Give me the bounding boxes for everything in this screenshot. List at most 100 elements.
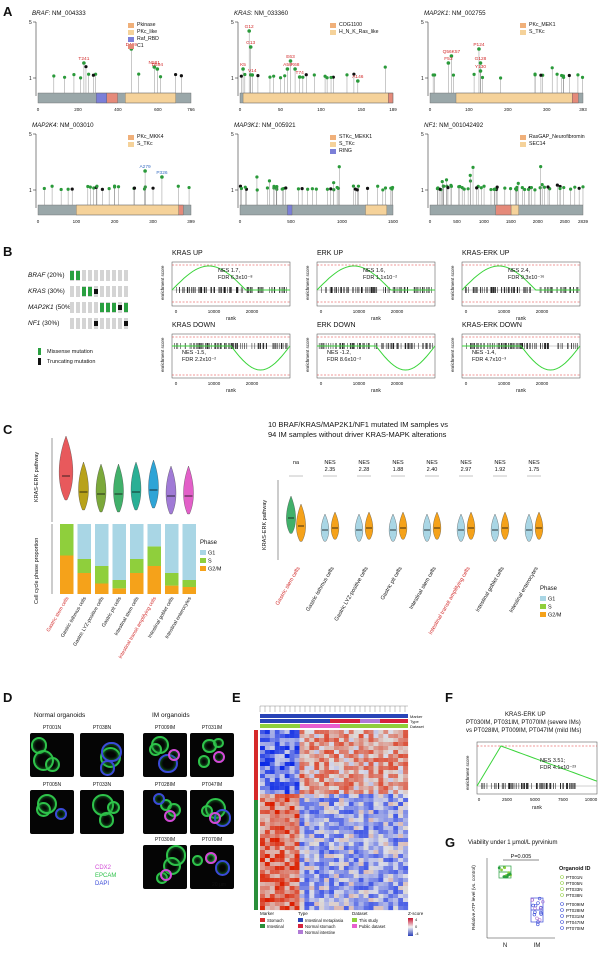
legend-title: Phase [200, 540, 218, 546]
legend-swatch [352, 918, 357, 922]
oncoprint-cell [100, 318, 104, 329]
cell-type-label: Gastric isthmus cells [305, 566, 336, 613]
panel-label-b: B [3, 244, 13, 259]
micrograph: PT047IM [190, 782, 234, 834]
oncoprint-cell [124, 286, 128, 297]
organoid-cell [160, 869, 173, 882]
legend-swatch [330, 135, 336, 140]
dataset-annotation [260, 724, 300, 728]
legend-label: PT033N [566, 887, 583, 892]
fdr-value: FDR 4.1x10⁻²³ [540, 765, 576, 771]
legend-item: S_TKc [128, 141, 164, 148]
gene-title-kras: KRAS: NM_033360 [234, 10, 289, 17]
missense-mark [70, 271, 74, 280]
nes-value: 2.97 [461, 467, 472, 473]
organoid-cell [215, 860, 231, 876]
legend-swatch [330, 142, 336, 147]
oncoprint-cell [82, 318, 86, 329]
nes-value: NES 3.51; [540, 758, 566, 764]
legend-title: Marker [260, 911, 275, 916]
x-tick: 0 [478, 797, 481, 802]
gene-title-braf: BRAF: NM_004333 [32, 10, 86, 17]
micrograph: PT070IM [190, 837, 234, 889]
x-axis-label: rank [226, 388, 236, 394]
legend-label: Raf_RBD [137, 36, 159, 42]
legend-label: Intestinal [267, 924, 284, 929]
truncating-mark [124, 321, 128, 326]
x-tick: 2500 [560, 219, 571, 224]
im-point [532, 912, 537, 917]
bar-segment [165, 585, 179, 594]
y-axis-label: enrichment score [450, 337, 455, 372]
legend-swatch [540, 596, 546, 601]
oncoprint-cell [112, 270, 116, 281]
legend-item: S_TKc [520, 29, 556, 36]
micrograph: PT009IM [143, 725, 187, 777]
mutation-label: F53 [444, 56, 453, 62]
annotation-label: Marker [410, 714, 423, 719]
im-point [537, 896, 542, 901]
x-tick: 300 [149, 219, 157, 224]
im-point [536, 920, 540, 924]
legend-swatch [260, 924, 265, 928]
oncoprint-cell [94, 318, 98, 329]
x-tick-end: 2839 [578, 219, 589, 224]
im-point [533, 910, 537, 914]
y-axis-label: enrichment score [450, 265, 455, 300]
legend-item: SEC14 [520, 141, 585, 148]
cell-type-label: Intestinal enterocytes [509, 566, 540, 614]
bar-segment [147, 566, 161, 594]
x-tick-end: 189 [389, 107, 397, 112]
nes-value: NES 2.4, [508, 268, 531, 274]
n-point [508, 872, 512, 876]
bar-segment [130, 524, 144, 559]
organoid-cell [106, 800, 121, 815]
panel-c-right-title-1: 10 BRAF/KRAS/MAP2K1/NF1 mutated IM sampl… [268, 420, 449, 429]
legend-label: PT001N [566, 875, 583, 880]
stain-label: DAPI [95, 881, 110, 887]
fdr-value: FDR 2.2x10⁻² [182, 357, 217, 363]
legend-label: PT047IM [566, 920, 585, 925]
im-point [531, 903, 535, 908]
zscore-tick: -4 [415, 931, 419, 936]
dataset-annotation [300, 724, 340, 728]
legend-label: PT005N [566, 881, 583, 886]
organoid-cell [98, 812, 115, 828]
violin [490, 513, 500, 542]
im-point [530, 898, 535, 902]
gsea-title: ERK DOWN [317, 322, 356, 329]
x-tick: 0 [239, 219, 242, 224]
x-tick: 20000 [391, 381, 404, 386]
oncoprint-cell [118, 286, 122, 297]
x-tick: 10000 [498, 309, 511, 314]
cell-type-label: Gastric LYZ-positive cells [72, 596, 105, 648]
legend-item: Raf_RBD [128, 36, 159, 43]
x-tick: 500 [287, 219, 295, 224]
organoid-cell [213, 751, 226, 764]
mutation-label: P124 [473, 42, 485, 48]
oncoprint-row: NF1 (30%) [28, 318, 148, 329]
legend-title: Z-score [408, 911, 424, 916]
legend-swatch [520, 135, 526, 140]
y-tick: 5 [421, 20, 424, 26]
x-tick: 2500 [502, 797, 513, 802]
nes-value: NES [460, 460, 472, 466]
mutation-label: P326 [156, 170, 168, 176]
legend-swatch [330, 149, 336, 154]
mutation-label: K5 [240, 62, 246, 68]
nes-annotation: NES 3.51; FDR 4.1x10⁻²³ [540, 758, 576, 772]
legend-label: Normal intestine [305, 930, 336, 935]
violin [500, 511, 510, 540]
nes-value: 2.35 [325, 467, 336, 473]
y-axis-label: KRAS-ERK pathway [262, 500, 268, 550]
bar-segment [112, 580, 126, 589]
legend-missense: Missense mutation [38, 348, 93, 355]
legend-swatch [128, 30, 134, 35]
nes-value: NES -1.2, [327, 350, 351, 356]
annotation-label: Dataset [410, 724, 425, 729]
mutation-label: A146 [352, 74, 364, 80]
nes-value: NES 1.7, [218, 268, 241, 274]
x-tick: 0 [175, 309, 178, 314]
